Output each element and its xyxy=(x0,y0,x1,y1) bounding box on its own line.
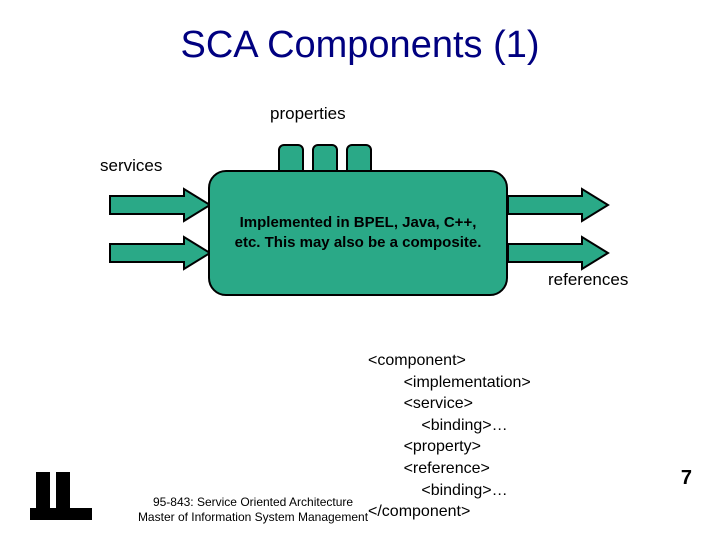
page-title: SCA Components (1) xyxy=(0,24,720,67)
component-text: Implemented in BPEL, Java, C++, etc. Thi… xyxy=(228,213,488,254)
footer-line2: Master of Information System Management xyxy=(128,510,378,526)
reference-arrow xyxy=(506,235,610,271)
footer-text: 95-843: Service Oriented Architecture Ma… xyxy=(128,495,378,526)
page-number: 7 xyxy=(681,467,692,490)
component-box: Implemented in BPEL, Java, C++, etc. Thi… xyxy=(208,170,508,296)
references-label: references xyxy=(548,270,628,290)
reference-arrow xyxy=(506,187,610,223)
xml-snippet: <component> <implementation> <service> <… xyxy=(368,350,531,523)
footer-line1: 95-843: Service Oriented Architecture xyxy=(128,495,378,511)
service-arrow xyxy=(108,235,212,271)
services-label: services xyxy=(100,156,162,176)
service-arrow xyxy=(108,187,212,223)
properties-label: properties xyxy=(270,104,346,124)
logo-icon xyxy=(30,468,92,520)
